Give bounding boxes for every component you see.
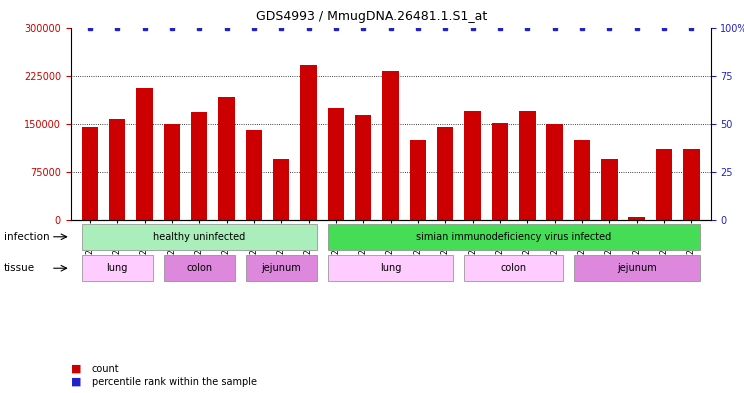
Bar — [546, 124, 563, 220]
Bar — [82, 224, 317, 250]
Text: tissue: tissue — [4, 263, 35, 273]
Text: count: count — [92, 364, 119, 374]
Bar — [519, 111, 536, 220]
Bar — [464, 111, 481, 220]
Text: lung: lung — [106, 263, 128, 273]
Bar — [164, 124, 180, 220]
Bar — [164, 255, 235, 281]
Bar — [355, 116, 371, 220]
Text: ■: ■ — [71, 364, 81, 374]
Text: infection: infection — [4, 232, 49, 242]
Text: healthy uninfected: healthy uninfected — [153, 232, 246, 242]
Bar — [136, 88, 153, 220]
Bar — [655, 149, 673, 220]
Text: jejunum: jejunum — [261, 263, 301, 273]
Bar — [327, 224, 699, 250]
Text: colon: colon — [186, 263, 212, 273]
Text: lung: lung — [380, 263, 401, 273]
Bar — [629, 217, 645, 220]
Bar — [574, 140, 590, 220]
Bar — [382, 71, 399, 220]
Bar — [492, 123, 508, 220]
Bar — [246, 130, 262, 220]
Bar — [246, 255, 317, 281]
Bar — [109, 119, 126, 220]
Text: GDS4993 / MmugDNA.26481.1.S1_at: GDS4993 / MmugDNA.26481.1.S1_at — [257, 10, 487, 23]
Text: ■: ■ — [71, 377, 81, 387]
Bar — [574, 255, 699, 281]
Bar — [464, 255, 563, 281]
Bar — [437, 127, 454, 220]
Bar — [82, 127, 98, 220]
Bar — [218, 97, 235, 220]
Bar — [327, 108, 344, 220]
Text: jejunum: jejunum — [617, 263, 656, 273]
Bar — [191, 112, 208, 220]
Bar — [410, 140, 426, 220]
Bar — [82, 255, 153, 281]
Bar — [273, 159, 289, 220]
Bar — [327, 255, 454, 281]
Bar — [601, 159, 618, 220]
Text: simian immunodeficiency virus infected: simian immunodeficiency virus infected — [416, 232, 612, 242]
Bar — [301, 65, 317, 220]
Bar — [683, 149, 699, 220]
Text: percentile rank within the sample: percentile rank within the sample — [92, 377, 257, 387]
Text: colon: colon — [501, 263, 527, 273]
